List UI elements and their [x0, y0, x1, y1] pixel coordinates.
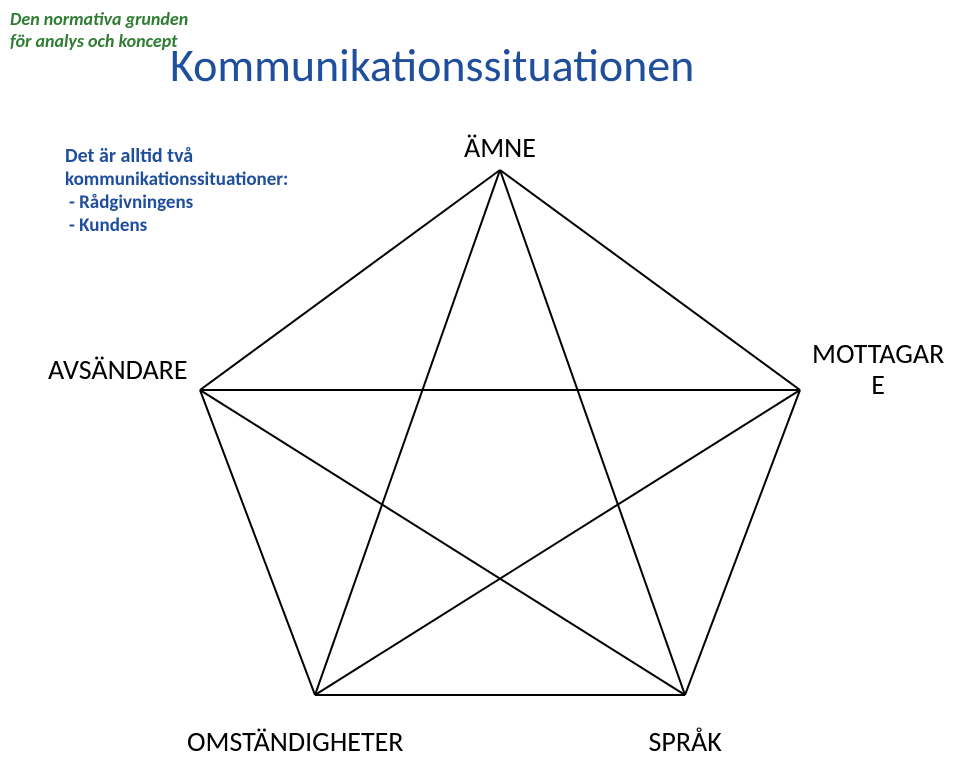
header-note-line1: Den normativa grunden: [10, 8, 188, 30]
edge: [315, 390, 800, 695]
pentagram-diagram: [140, 140, 860, 718]
edge: [500, 170, 800, 390]
edge: [200, 390, 315, 695]
node-label-mottagare: MOTTAGARE: [812, 339, 944, 401]
edge: [200, 390, 685, 695]
edge: [500, 170, 685, 695]
header-note-line2: för analys och koncept: [10, 30, 188, 52]
header-note: Den normativa grunden för analys och kon…: [10, 8, 188, 52]
node-label-sprak: SPRÅK: [649, 727, 722, 758]
edge: [315, 170, 500, 695]
node-label-omstand: OMSTÄNDIGHETER: [187, 727, 403, 758]
node-label-avsandare: AVSÄNDARE: [48, 355, 188, 386]
edge: [685, 390, 800, 695]
node-label-amne: ÄMNE: [464, 133, 536, 164]
edge: [200, 170, 500, 390]
page-title: Kommunikationssituationen: [170, 38, 694, 94]
